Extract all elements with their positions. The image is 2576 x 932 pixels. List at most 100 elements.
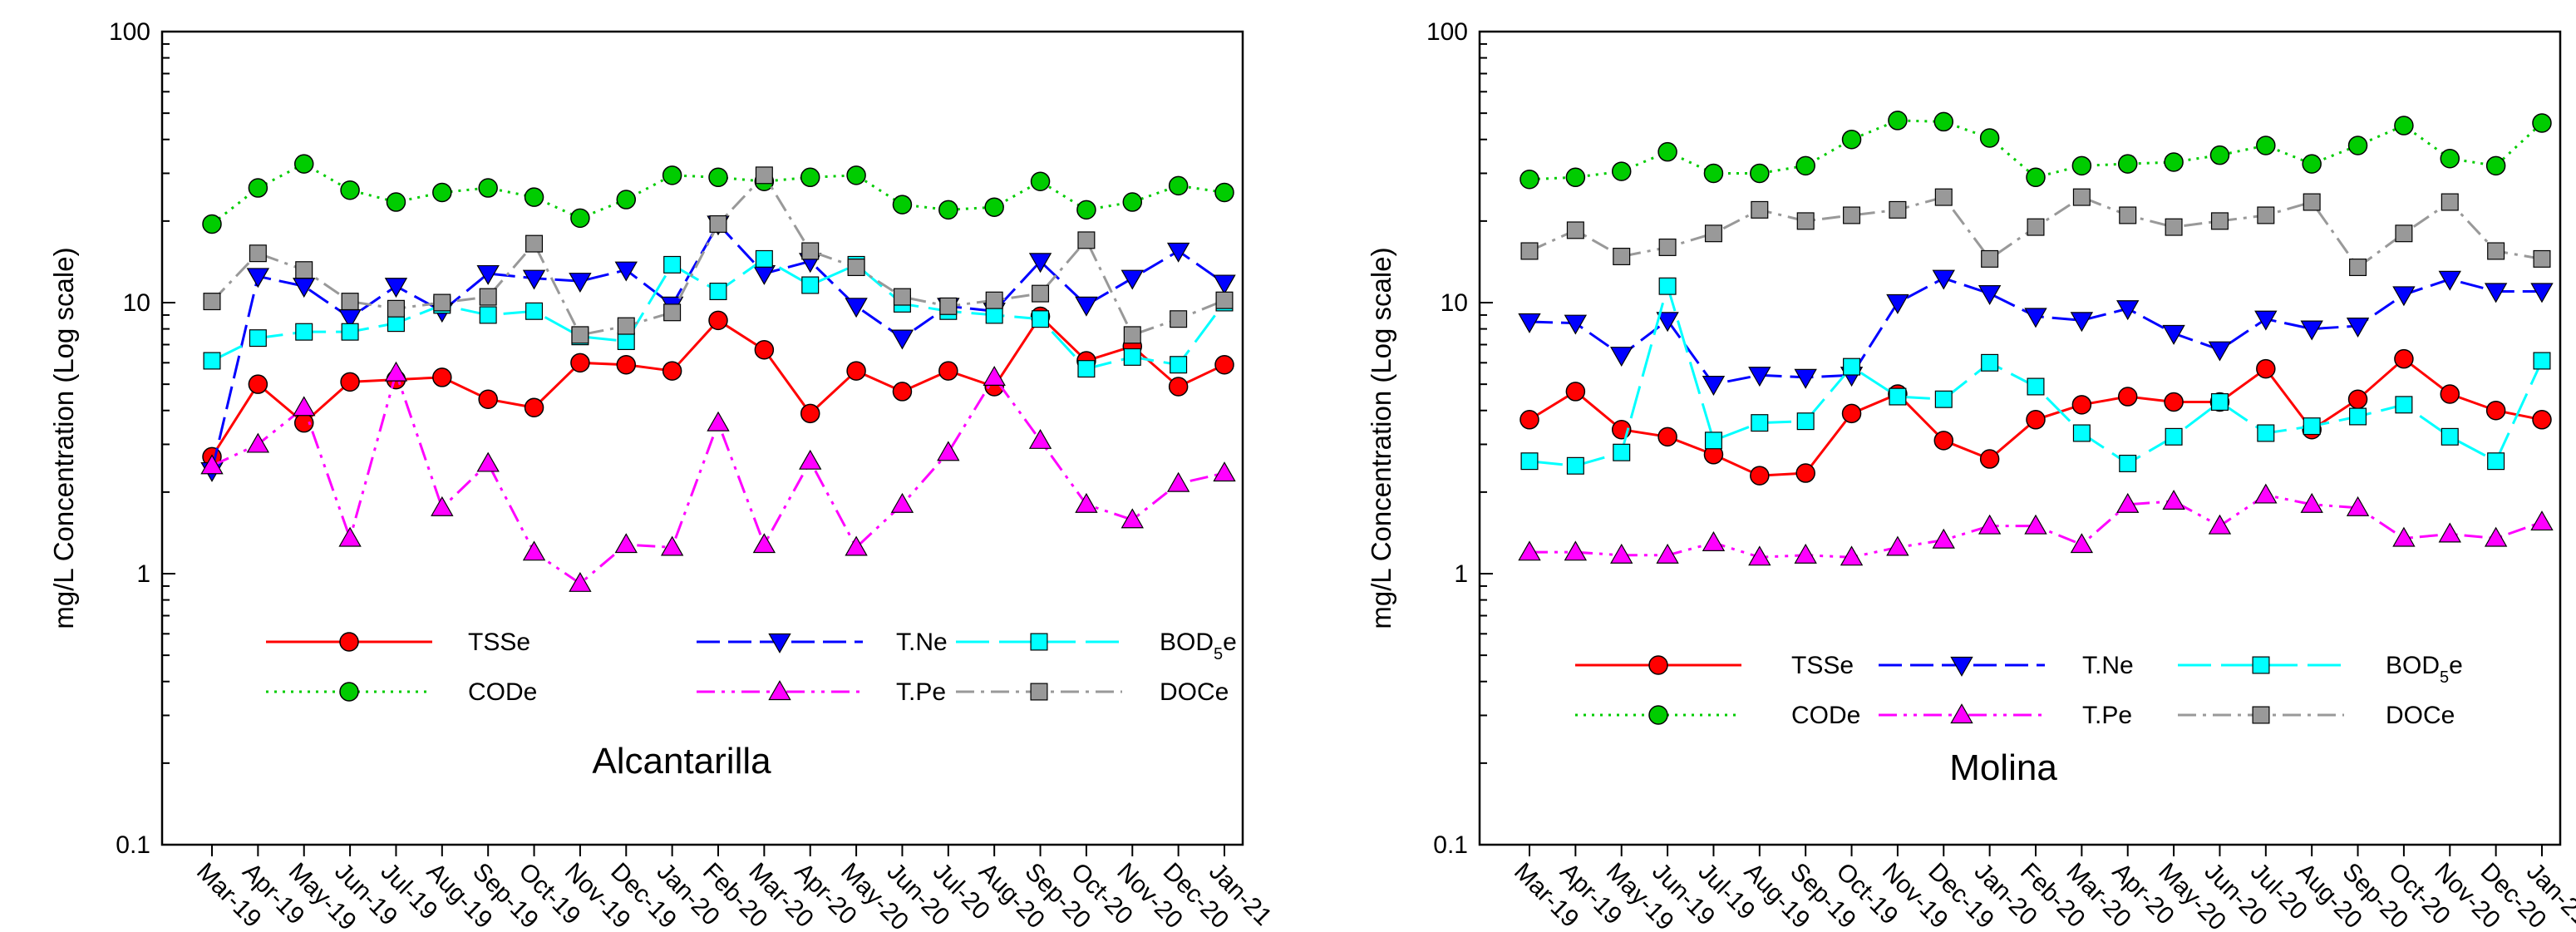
data-point-t-pe <box>338 526 362 547</box>
data-point-doce <box>755 166 773 185</box>
data-point-doce <box>433 293 451 312</box>
data-point-t-pe <box>2024 514 2047 535</box>
data-point-doce <box>295 261 313 279</box>
data-point-code <box>2485 155 2506 176</box>
y-tick-label: 0.1 <box>1433 831 1468 859</box>
legend-item-tsse: TSSe <box>266 629 530 656</box>
data-point-tsse <box>2071 395 2092 415</box>
data-point-code <box>1979 128 2000 148</box>
legend-label: BOD5e <box>2386 652 2463 687</box>
data-point-tsse <box>2164 392 2184 412</box>
data-point-tsse <box>1979 449 2000 469</box>
legend-label: BOD5e <box>1160 629 1237 663</box>
data-point-t-pe <box>569 571 592 592</box>
data-point-code <box>1841 129 1862 150</box>
data-point-bod5e <box>1751 414 1769 432</box>
data-point-tsse <box>524 397 544 417</box>
data-point-code <box>524 187 544 207</box>
data-point-code <box>2394 116 2414 136</box>
data-point-doce <box>571 326 589 344</box>
data-point-doce <box>2165 218 2183 236</box>
legend-item-bod5e: BOD5e <box>2178 652 2463 687</box>
data-point-tsse <box>1657 427 1677 447</box>
data-point-t-pe <box>1075 492 1098 513</box>
data-point-doce <box>1077 231 1096 249</box>
data-point-t-pe <box>1978 514 2002 535</box>
data-point-bod5e <box>1704 431 1722 450</box>
data-point-bod5e <box>1658 277 1677 295</box>
data-point-t-pe <box>614 533 638 554</box>
data-point-code <box>478 178 498 198</box>
data-point-doce <box>1613 247 1631 265</box>
data-point-code <box>1657 141 1677 162</box>
legend-label: DOCe <box>1160 678 1229 706</box>
data-point-t-pe <box>2208 514 2232 535</box>
data-point-tsse <box>754 339 775 360</box>
data-point-t-ne <box>384 278 408 298</box>
legend-item-t-ne: T.Ne <box>1879 652 2134 679</box>
data-point-code <box>386 192 406 212</box>
data-point-doce <box>2533 249 2551 268</box>
data-point-t-ne <box>1748 367 1771 387</box>
legend-marker <box>1648 655 1668 675</box>
data-point-code <box>662 165 682 185</box>
plot-frame <box>160 30 1244 846</box>
data-point-t-ne <box>2070 312 2094 333</box>
series-bod5e <box>1520 277 2551 475</box>
data-point-code <box>1519 169 1539 190</box>
data-point-code <box>1888 111 1908 131</box>
data-point-t-ne <box>1886 293 1909 314</box>
data-point-code <box>938 200 958 220</box>
data-point-doce <box>1934 188 1953 206</box>
data-point-code <box>2164 152 2184 172</box>
data-point-t-ne <box>476 264 500 285</box>
data-point-doce <box>1520 242 1539 260</box>
data-point-t-ne <box>1794 368 1817 389</box>
data-point-bod5e <box>2441 427 2459 446</box>
data-point-doce <box>2349 259 2367 277</box>
data-point-t-pe <box>1886 535 1909 556</box>
data-point-t-pe <box>431 496 454 516</box>
legend-label: CODe <box>468 678 537 706</box>
data-point-code <box>340 180 360 200</box>
data-point-doce <box>249 244 267 263</box>
data-point-t-pe <box>293 396 316 417</box>
data-point-bod5e <box>2533 352 2551 370</box>
data-point-t-ne <box>1518 313 1541 333</box>
data-point-t-pe <box>1702 530 1726 551</box>
data-point-code <box>1703 163 1724 184</box>
data-point-bod5e <box>2165 427 2183 446</box>
legend-item-bod5e: BOD5e <box>956 629 1237 663</box>
data-point-code <box>846 165 866 185</box>
y-tick-label: 0.1 <box>116 831 150 859</box>
data-point-code <box>293 154 314 174</box>
legend-label: T.Ne <box>896 629 948 656</box>
data-point-t-ne <box>2392 286 2416 307</box>
data-point-t-ne <box>2162 324 2185 345</box>
data-point-t-ne <box>1932 269 1955 290</box>
y-tick-label: 100 <box>109 18 150 46</box>
data-point-t-ne <box>1121 269 1144 290</box>
data-point-doce <box>479 288 497 306</box>
legend-marker <box>1648 705 1668 725</box>
data-point-tsse <box>2485 400 2506 421</box>
data-point-doce <box>2487 242 2505 260</box>
data-point-t-ne <box>1213 274 1236 295</box>
data-point-code <box>892 195 913 215</box>
data-point-t-ne <box>246 268 270 288</box>
data-point-t-pe <box>246 432 270 453</box>
data-point-t-pe <box>2162 490 2185 510</box>
data-point-tsse <box>938 361 958 381</box>
data-point-code <box>1565 167 1586 188</box>
data-point-t-pe <box>1794 543 1817 564</box>
y-tick-label: 10 <box>123 289 150 317</box>
data-point-tsse <box>846 361 866 381</box>
data-point-t-pe <box>2116 492 2140 513</box>
data-point-code <box>1076 200 1096 220</box>
data-point-t-pe <box>752 533 776 554</box>
data-point-bod5e <box>801 276 820 294</box>
legend-label: TSSe <box>468 629 530 656</box>
data-point-t-ne <box>2346 318 2370 338</box>
data-point-bod5e <box>663 255 682 274</box>
